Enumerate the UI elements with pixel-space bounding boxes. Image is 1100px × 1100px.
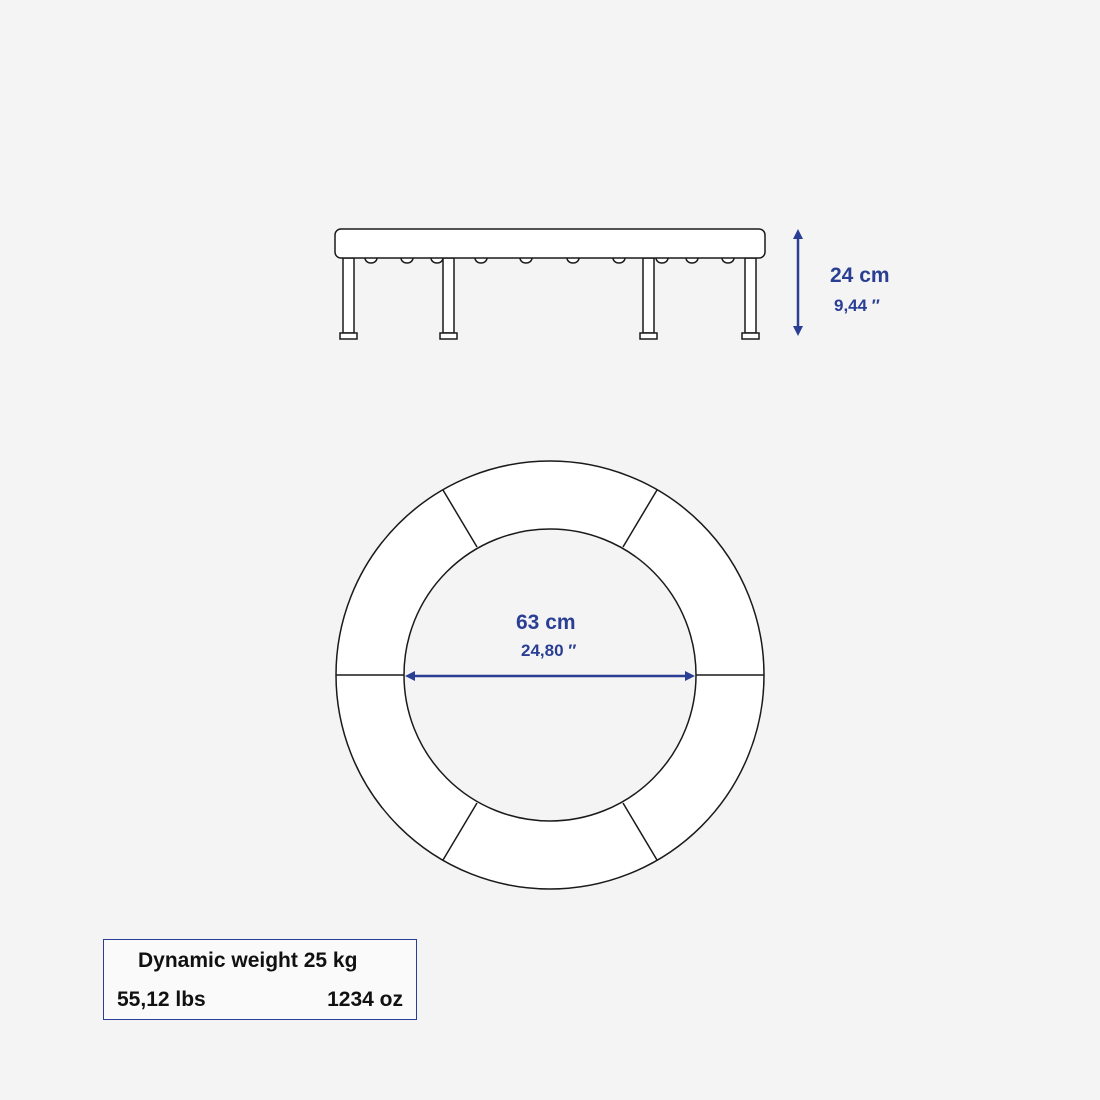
trampoline-pad-side [334, 228, 766, 259]
weight-oz: 1234 oz [327, 988, 403, 1011]
diameter-cm-label: 63 cm [516, 611, 576, 634]
legs [339, 257, 760, 340]
spring-bumps [364, 257, 735, 264]
pad-segment-lines [336, 489, 764, 861]
dynamic-weight-title: Dynamic weight 25 kg [138, 949, 358, 972]
weight-lbs: 55,12 lbs [117, 988, 206, 1011]
height-in-label: 9,44 ″ [834, 296, 880, 315]
weight-info-box: Dynamic weight 25 kg 55,12 lbs 1234 oz [103, 939, 417, 1020]
diameter-in-label: 24,80 ″ [521, 641, 577, 660]
height-cm-label: 24 cm [830, 264, 890, 287]
side-view [334, 228, 766, 340]
